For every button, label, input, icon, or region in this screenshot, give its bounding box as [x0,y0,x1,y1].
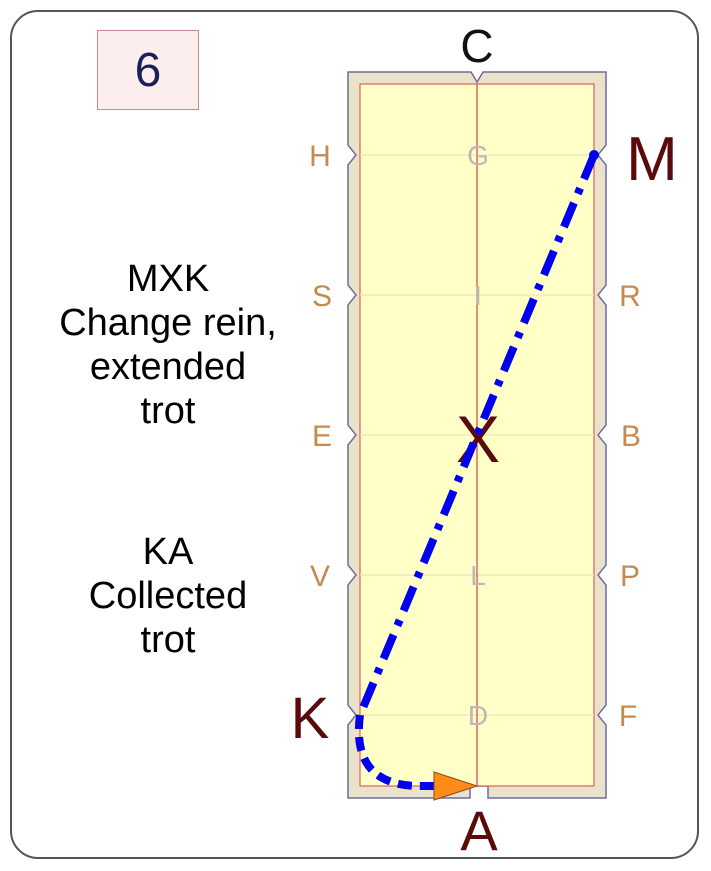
movement-number-badge: 6 [97,30,199,110]
instruction-mxk: MXK Change rein, extended trot [18,257,318,433]
marker-l: L [470,560,486,591]
marker-k: K [291,686,330,751]
marker-s: S [312,280,332,313]
instruction-line: Collected [88,575,248,617]
marker-e: E [312,420,332,453]
marker-c: C [460,20,493,72]
instruction-line: MXK [126,258,210,300]
route-start-dot [589,150,599,160]
marker-d: D [468,700,488,731]
instruction-ka: KA Collected trot [18,530,318,662]
route-mxk-line [356,153,598,717]
marker-v: V [310,560,330,593]
instruction-line: Change rein, [59,302,277,344]
marker-g: G [467,140,489,171]
instruction-line: trot [140,619,196,661]
marker-p: P [620,560,640,593]
marker-h: H [309,140,331,173]
marker-f: F [619,700,637,733]
marker-m: M [626,125,678,194]
instruction-line: KA [142,531,194,573]
marker-i: I [474,280,482,311]
marker-r: R [619,280,641,313]
movement-number: 6 [134,43,162,97]
instruction-line: extended [89,346,247,388]
marker-b: B [621,420,641,453]
route-arrow-icon [433,771,479,801]
marker-a: A [460,799,498,862]
instruction-line: trot [140,390,196,432]
